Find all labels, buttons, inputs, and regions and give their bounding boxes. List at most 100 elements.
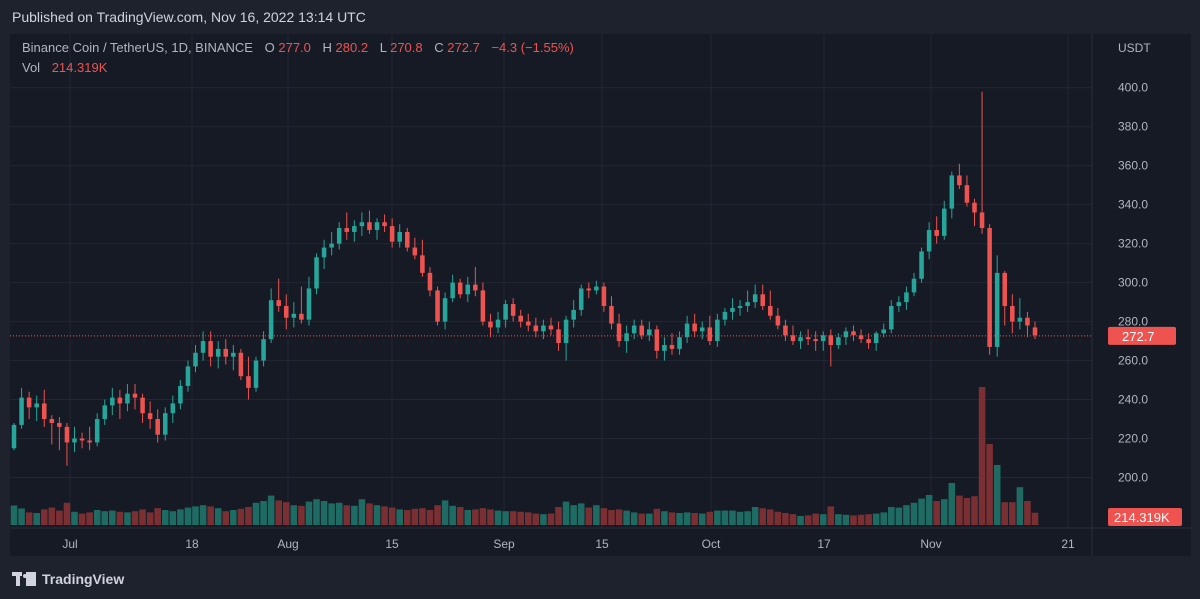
volume-bar [653, 508, 661, 525]
price-tick-label: 360.0 [1118, 159, 1148, 173]
candle-body [329, 243, 334, 248]
volume-bar [751, 507, 759, 525]
time-tick-label: Oct [702, 537, 721, 551]
time-axis[interactable]: Jul 18 Aug 15 Sep 15 Oct 17 Nov 21 [62, 537, 1075, 551]
volume-bar [910, 502, 918, 525]
candle-body [662, 344, 667, 351]
volume-bar [222, 511, 230, 525]
volume-bar [963, 498, 971, 525]
candle-body [336, 228, 342, 244]
candle-body [775, 315, 781, 326]
candle-body [321, 247, 327, 258]
candle-body [994, 272, 1000, 347]
candle-body [616, 323, 622, 342]
candle-body [526, 321, 531, 326]
price-axis[interactable]: USDT 200.0 220.0 240.0 260.0 280.0 300.0 320.0… [1118, 41, 1151, 485]
volume-bar [971, 496, 978, 525]
time-tick-label: 15 [595, 537, 609, 551]
volume-bar [1009, 502, 1016, 525]
candle-body [488, 321, 493, 328]
candle-body [586, 288, 592, 291]
volume-bar [714, 510, 721, 525]
volume-bar [116, 511, 124, 525]
candle-body [624, 333, 629, 342]
volume-bar [449, 505, 456, 525]
time-tick-label: Nov [920, 537, 941, 551]
volume-bar [630, 512, 638, 525]
candle-body [465, 284, 471, 295]
candle-body [768, 306, 773, 316]
candle-body [692, 323, 697, 332]
candle-body [836, 337, 841, 345]
tradingview-logo[interactable]: TradingView [12, 570, 124, 588]
time-tick-label: 15 [385, 537, 399, 551]
volume-bar [615, 509, 623, 525]
candle-body [420, 255, 425, 273]
price-candles[interactable] [11, 91, 1038, 466]
volume-bar [1016, 487, 1024, 525]
candle-body [518, 315, 523, 322]
candle-body [896, 302, 902, 307]
volume-bar [487, 509, 494, 525]
volume-bar [154, 508, 161, 525]
volume-bar [895, 507, 903, 525]
volume-bar [623, 510, 630, 525]
volume-bar [237, 508, 245, 525]
volume-bar [555, 507, 562, 525]
volume-bar [282, 502, 290, 525]
candle-body [442, 298, 448, 322]
candle-body [246, 376, 251, 388]
price-chart[interactable]: USDT 200.0 220.0 240.0 260.0 280.0 300.0 320.0… [10, 34, 1191, 556]
candle-body [57, 422, 62, 427]
volume-bar [1031, 512, 1039, 525]
volume-bar [192, 506, 199, 525]
last-price-tag-bg [1108, 326, 1176, 345]
volume-bar [502, 511, 509, 525]
volume-bar [472, 509, 479, 525]
tradingview-brand: TradingView [42, 571, 125, 587]
volume-bar [835, 514, 842, 525]
volume-bar [320, 501, 328, 525]
candle-body [94, 419, 100, 443]
candle-body [1002, 272, 1008, 307]
volume-bar [335, 502, 343, 525]
candle-body [200, 341, 206, 353]
candle-body [26, 397, 32, 408]
legend-o-label: O [265, 40, 275, 55]
volume-bar [842, 514, 850, 525]
volume-bar [124, 512, 131, 525]
last-price-value: 272.7 [1122, 329, 1155, 344]
candle-body [957, 175, 962, 186]
candle-body [79, 438, 85, 441]
volume-bar [343, 505, 351, 525]
footer: TradingView [0, 560, 1200, 599]
volume-bar [464, 510, 472, 525]
volume-bar [759, 508, 767, 525]
volume-bar [169, 511, 177, 525]
volume-bar [827, 506, 835, 525]
legend-close: 272.7 [447, 40, 480, 55]
volume-bar [812, 513, 819, 525]
volume-bar [577, 503, 585, 525]
grid-lines [10, 34, 1191, 556]
candle-body [397, 231, 402, 242]
volume-bar [903, 505, 910, 525]
volume-bar [48, 507, 56, 525]
volume-bar [267, 495, 275, 525]
candle-body [503, 304, 508, 320]
candle-body [873, 333, 879, 344]
candle-body [473, 284, 478, 291]
price-tick-label: 320.0 [1118, 237, 1148, 251]
volume-bar [956, 495, 963, 525]
volume-bar [260, 501, 267, 525]
legend-c-label: C [434, 40, 443, 55]
volume-bar [774, 511, 782, 525]
candle-body [843, 331, 849, 338]
candle-body [314, 257, 319, 289]
candle-body [510, 304, 516, 316]
volume-bar [532, 513, 540, 525]
published-bar: Published on TradingView.com, Nov 16, 20… [0, 0, 1200, 34]
candle-body [132, 393, 138, 398]
volume-bar [646, 513, 653, 525]
candle-body [722, 311, 728, 320]
